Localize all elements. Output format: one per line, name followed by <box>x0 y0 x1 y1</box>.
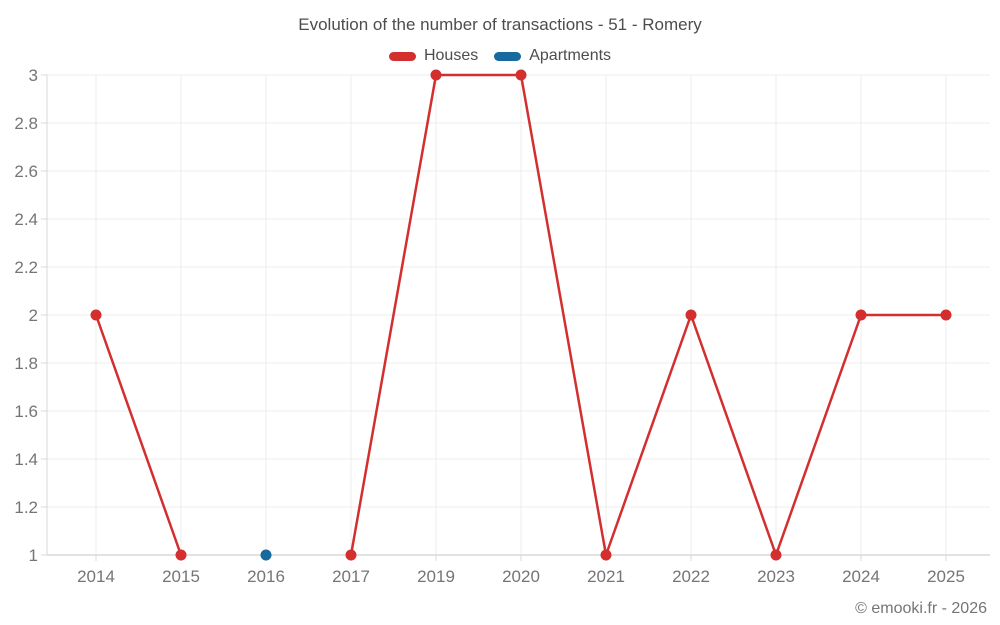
copyright: © emooki.fr - 2026 <box>855 600 987 617</box>
legend-item-houses[interactable]: Houses <box>388 47 479 65</box>
houses-point-2023[interactable] <box>770 549 782 561</box>
houses-line <box>349 73 948 557</box>
houses-point-2024[interactable] <box>855 309 867 321</box>
houses-point-2019[interactable] <box>430 69 442 81</box>
legend: Houses Apartments <box>0 47 1000 65</box>
x-axis-label: 2021 <box>587 567 625 586</box>
houses-point-2025[interactable] <box>940 309 952 321</box>
y-axis-label: 2.8 <box>14 114 38 133</box>
x-axis-label: 2015 <box>162 567 200 586</box>
apartments-legend-label: Apartments <box>529 47 612 64</box>
houses-point-2020[interactable] <box>515 69 527 81</box>
y-axis-label: 2.6 <box>14 162 38 181</box>
apartments-point-2016[interactable] <box>260 549 272 561</box>
y-axis-label: 1.8 <box>14 354 38 373</box>
x-axis-label: 2016 <box>247 567 285 586</box>
houses-point-2015[interactable] <box>175 549 187 561</box>
y-axis-label: 1.4 <box>14 450 38 469</box>
x-axis-label: 2014 <box>77 567 115 586</box>
y-axis-label: 1.2 <box>14 498 38 517</box>
houses-point-2014[interactable] <box>90 309 102 321</box>
houses-line <box>94 313 183 557</box>
houses-point-2017[interactable] <box>345 549 357 561</box>
y-axis-label: 2.4 <box>14 210 38 229</box>
houses-legend-swatch-icon <box>388 51 416 61</box>
x-axis-label: 2023 <box>757 567 795 586</box>
houses-legend-label: Houses <box>423 47 479 64</box>
x-axis-label: 2019 <box>417 567 455 586</box>
x-axis-label: 2020 <box>502 567 540 586</box>
y-axis-label: 3 <box>29 66 38 85</box>
apartments-legend-swatch-icon <box>494 51 522 61</box>
x-axis-label: 2022 <box>672 567 710 586</box>
chart-title: Evolution of the number of transactions … <box>298 15 702 34</box>
y-axis-label: 1 <box>29 546 38 565</box>
x-axis-label: 2017 <box>332 567 370 586</box>
x-axis-label: 2024 <box>842 567 880 586</box>
houses-point-2022[interactable] <box>685 309 697 321</box>
x-axis-label: 2025 <box>927 567 965 586</box>
y-axis-label: 1.6 <box>14 402 38 421</box>
y-axis-label: 2 <box>29 306 38 325</box>
y-axis-label: 2.2 <box>14 258 38 277</box>
houses-point-2021[interactable] <box>600 549 612 561</box>
legend-item-apartments[interactable]: Apartments <box>494 47 611 65</box>
